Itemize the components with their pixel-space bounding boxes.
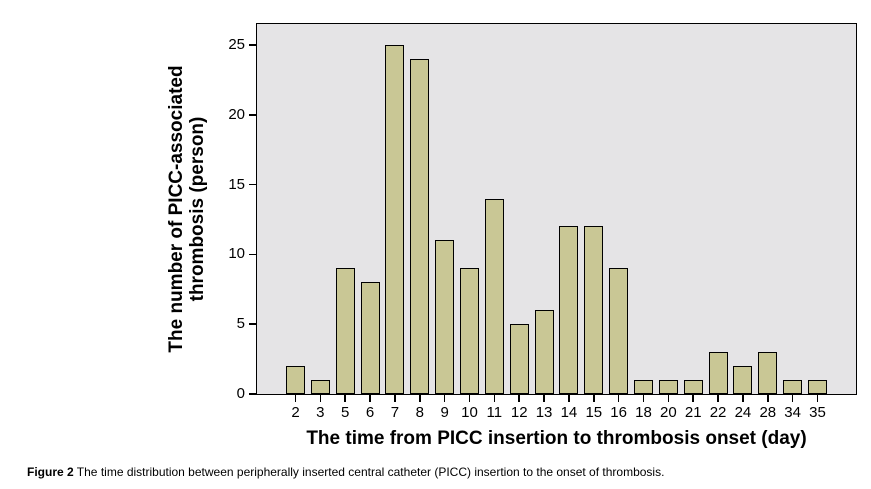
y-tick-label: 15 [228, 175, 245, 193]
bar [435, 240, 455, 394]
x-axis-tick [816, 394, 819, 402]
x-axis-tick [493, 394, 496, 402]
bar [534, 310, 554, 394]
bar [335, 268, 355, 394]
x-axis-tick [717, 394, 719, 402]
bar [634, 380, 653, 394]
y-axis-tick [249, 183, 257, 186]
x-axis-tick [767, 394, 769, 402]
y-tick-label: 0 [236, 385, 245, 402]
y-axis-title-line1: The number of PICC-associated [166, 65, 187, 353]
bar [286, 366, 305, 394]
x-axis-tick [319, 394, 322, 402]
x-axis-title: The time from PICC insertion to thrombos… [306, 428, 807, 449]
y-axis-tick [249, 393, 257, 395]
plot-area: 2 3 5 6 7 8 9 10 11 12 13 14 15 16 18 20 21 22 24 28 34 35 0 5 1… [228, 23, 857, 421]
y-axis-title: The number of PICC-associated thrombosis… [166, 48, 208, 370]
bar [758, 352, 778, 394]
x-axis-tick [543, 394, 545, 402]
x-tick-label: 12 [510, 404, 528, 421]
x-tick-label: 11 [486, 404, 503, 421]
x-axis-tick [742, 394, 744, 402]
y-axis-tick [249, 323, 257, 325]
y-axis-tick [249, 253, 257, 256]
bar [360, 282, 380, 394]
bar [559, 226, 579, 394]
x-tick-label: 13 [535, 404, 553, 421]
figure-caption: Figure 2 The time distribution between p… [27, 465, 857, 480]
x-tick-label: 6 [365, 404, 375, 421]
x-tick-label: 7 [390, 404, 400, 421]
bar [584, 226, 604, 394]
x-axis-tick [568, 394, 570, 402]
figure-caption-text: The time distribution between peripheral… [73, 465, 665, 479]
x-tick-label: 20 [660, 404, 677, 421]
y-axis-tick [249, 44, 257, 46]
bar [733, 366, 753, 394]
x-axis-tick [468, 394, 471, 402]
bar [310, 380, 330, 394]
x-tick-label: 34 [784, 404, 801, 421]
x-axis-tick [518, 394, 520, 402]
x-tick-label: 28 [759, 404, 777, 421]
x-tick-label: 10 [461, 404, 478, 421]
x-axis-tick [667, 394, 670, 402]
bar [460, 268, 479, 394]
y-tick-label: 10 [228, 245, 245, 263]
bar [808, 380, 827, 394]
x-tick-label: 21 [684, 404, 702, 421]
x-axis-tick [369, 394, 371, 402]
x-axis-tick [394, 394, 396, 402]
x-tick-label: 14 [560, 404, 578, 421]
x-tick-label: 24 [734, 404, 752, 421]
figure-caption-label: Figure 2 [27, 465, 74, 479]
x-tick-label: 18 [635, 404, 652, 421]
x-axis-tick [344, 394, 346, 402]
y-tick-label: 5 [236, 315, 245, 333]
x-axis-tick [593, 394, 595, 402]
bar [410, 58, 430, 394]
bar [509, 324, 529, 394]
bar [783, 380, 803, 394]
x-tick-label: 5 [341, 404, 350, 421]
bar [484, 198, 504, 394]
x-axis-tick [642, 394, 645, 402]
x-tick-label: 9 [440, 404, 449, 421]
x-axis-tick [294, 394, 297, 402]
x-tick-label: 2 [291, 404, 300, 421]
x-axis-tick [791, 394, 794, 402]
x-tick-label: 15 [585, 404, 603, 421]
bar [385, 44, 405, 394]
bar [658, 380, 678, 394]
x-tick-label: 16 [610, 404, 627, 421]
bar [708, 352, 728, 394]
x-axis-tick [692, 394, 694, 402]
bar [683, 380, 703, 394]
bar [609, 268, 629, 394]
x-axis-tick [617, 394, 620, 402]
y-axis-tick [249, 114, 257, 116]
x-tick-label: 3 [316, 404, 325, 421]
x-tick-label: 35 [809, 404, 826, 421]
x-axis-tick [443, 394, 446, 402]
x-tick-label: 22 [709, 404, 727, 421]
x-axis-tick [419, 394, 421, 402]
y-tick-label: 25 [228, 35, 245, 53]
x-tick-label: 8 [415, 404, 424, 421]
y-tick-label: 20 [228, 105, 245, 123]
